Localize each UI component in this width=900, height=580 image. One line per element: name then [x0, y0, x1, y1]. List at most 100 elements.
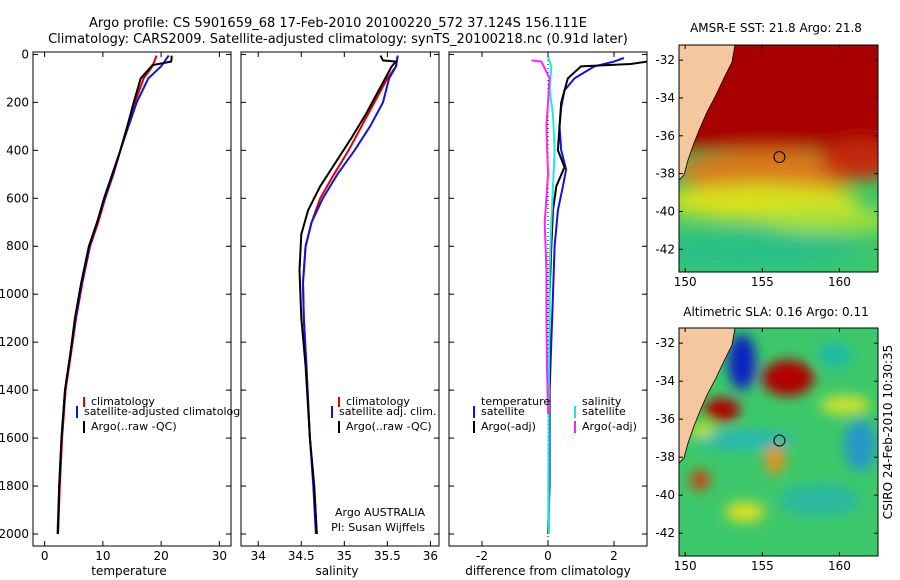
- xtick-label: 30: [212, 549, 227, 563]
- sst-yticks: -32 -34 -36 -38 -40 -42: [655, 53, 878, 256]
- ytick-label: 1800: [0, 479, 29, 493]
- map-ytick-label: -36: [655, 129, 675, 143]
- map-ytick-label: -32: [655, 336, 675, 350]
- sst-warm-eddy: [820, 140, 878, 180]
- temperature-series-group: [56, 55, 173, 535]
- ytick-label: 2000: [0, 527, 29, 541]
- difference-yticks: [449, 53, 647, 535]
- sla-yellow-patch-2: [820, 395, 870, 415]
- map-ytick-label: -32: [655, 53, 675, 67]
- xtick-label: 0: [41, 549, 49, 563]
- ytick-label: 0: [21, 47, 29, 61]
- temperature-legend: climatology satellite-adjusted climatolo…: [76, 395, 247, 433]
- ytick-label: 400: [6, 143, 29, 157]
- xtick-label: 36: [423, 549, 438, 563]
- sla-warm-eddy-1: [762, 360, 814, 396]
- difference-legend: temperature salinity satellite Argo(-adj…: [473, 395, 637, 433]
- legend-label-argo: Argo(..raw -QC): [346, 420, 432, 433]
- map-ytick-label: -38: [655, 167, 675, 181]
- sla-land: [679, 328, 736, 464]
- sla-yellow-patch-1: [725, 502, 765, 522]
- map-ytick-label: -42: [655, 242, 675, 256]
- map-ytick-label: -34: [655, 374, 675, 388]
- ytick-label: 800: [6, 239, 29, 253]
- map-xtick-label: 150: [674, 559, 697, 573]
- salinity-xticks: 34 34.5 35 35.5 36: [251, 52, 438, 563]
- salinity-axes: [240, 51, 440, 547]
- sla-map-panel: Altimetric SLA: 0.16 Argo: 0.11 150 155 16: [655, 305, 879, 573]
- xtick-label: 35: [337, 549, 352, 563]
- argo-location-marker: [773, 434, 786, 447]
- sla-cool-band: [695, 430, 795, 450]
- sst-front: [679, 150, 865, 194]
- depth-yticks: 0 200 400 600 800 1000 1200 1400 1600 1800 2000: [0, 47, 231, 541]
- sla-warm-eddy-2: [704, 398, 740, 422]
- sst-cool-water: [679, 230, 860, 270]
- legend-label-satellite: satellite-adjusted climatology: [84, 405, 247, 418]
- legend-header-temperature: temperature: [481, 395, 550, 408]
- ytick-label: 1600: [0, 431, 29, 445]
- ytick-label: 600: [6, 191, 29, 205]
- temperature-axes: [32, 51, 232, 547]
- map-ytick-label: -38: [655, 450, 675, 464]
- sla-cold-eddy: [728, 334, 756, 390]
- map-ytick-label: -40: [655, 488, 675, 502]
- legend-label-climatology: climatology: [91, 395, 155, 408]
- ytick-label: 1000: [0, 287, 29, 301]
- annotation-argo-australia: Argo AUSTRALIA: [335, 506, 425, 519]
- xtick-label: 2: [610, 549, 618, 563]
- sst-yellowgreen: [760, 208, 878, 232]
- sla-cool-patch-3: [780, 484, 860, 516]
- temperature-panel: 0 10 20 30 0 200 400 600 800 1000 1200 1400 1600 180…: [0, 47, 247, 578]
- temperature-xlabel: temperature: [91, 564, 166, 578]
- xtick-label: 35.5: [374, 549, 401, 563]
- map-ytick-label: -40: [655, 204, 675, 218]
- temperature-xticks: 0 10 20 30: [41, 52, 227, 563]
- map-xtick-label: 150: [674, 275, 697, 289]
- map-xtick-label: 155: [751, 559, 774, 573]
- legend-label-climatology: climatology: [346, 395, 410, 408]
- sst-map-title: AMSR-E SST: 21.8 Argo: 21.8: [690, 21, 862, 35]
- sst-map-panel: AMSR-E SST: 21.8 Argo: 21.8 150 155 160 -3…: [655, 21, 879, 289]
- legend-label-satellite: satellite adj. clim.: [339, 405, 436, 418]
- credit-stamp: CSIRO 24-Feb-2010 10:30:35: [881, 345, 895, 520]
- xtick-label: 0: [544, 549, 552, 563]
- sst-xticks: 150 155 160: [674, 45, 851, 289]
- sla-cool-patch-1: [819, 343, 851, 367]
- sla-yellow-patch-3: [688, 422, 716, 438]
- sla-warm-eddy-4: [690, 470, 710, 490]
- argo-location-marker: [773, 151, 786, 164]
- figure-title-line2: Climatology: CARS2009. Satellite-adjuste…: [48, 32, 628, 47]
- xtick-label: 10: [95, 549, 110, 563]
- salinity-series-group: [298, 55, 399, 535]
- sla-field: [679, 328, 878, 556]
- legend-label-argo: Argo(..raw -QC): [91, 420, 177, 433]
- annotation-pi: PI: Susan Wijffels: [331, 521, 425, 534]
- salinity-yticks: [241, 53, 439, 535]
- ytick-label: 1200: [0, 335, 29, 349]
- map-xtick-label: 160: [828, 275, 851, 289]
- difference-xlabel: difference from climatology: [465, 564, 631, 578]
- ytick-label: 200: [6, 95, 29, 109]
- map-xtick-label: 155: [751, 275, 774, 289]
- xtick-label: 20: [153, 549, 168, 563]
- map-ytick-label: -34: [655, 91, 675, 105]
- salinity-xlabel: salinity: [315, 564, 358, 578]
- legend-header-salinity: salinity: [582, 395, 622, 408]
- legend-label-sal-satellite: satellite: [582, 405, 626, 418]
- sla-map-title: Altimetric SLA: 0.16 Argo: 0.11: [683, 305, 868, 319]
- map-ytick-label: -36: [655, 412, 675, 426]
- xtick-label: 34: [251, 549, 266, 563]
- map-ytick-label: -42: [655, 526, 675, 540]
- sla-xticks: 150 155 160: [674, 328, 851, 573]
- sla-warm-eddy-3: [765, 442, 785, 474]
- map-xtick-label: 160: [828, 559, 851, 573]
- sst-axes: [678, 44, 879, 273]
- legend-label-sal-argo: Argo(-adj): [582, 420, 637, 433]
- xtick-label: 34.5: [288, 549, 315, 563]
- salinity-legend: climatology satellite adj. clim. Argo(..…: [331, 395, 436, 433]
- series-line-argo-raw-qc-: [298, 55, 399, 535]
- sla-axes: [678, 327, 879, 557]
- ytick-label: 1400: [0, 383, 29, 397]
